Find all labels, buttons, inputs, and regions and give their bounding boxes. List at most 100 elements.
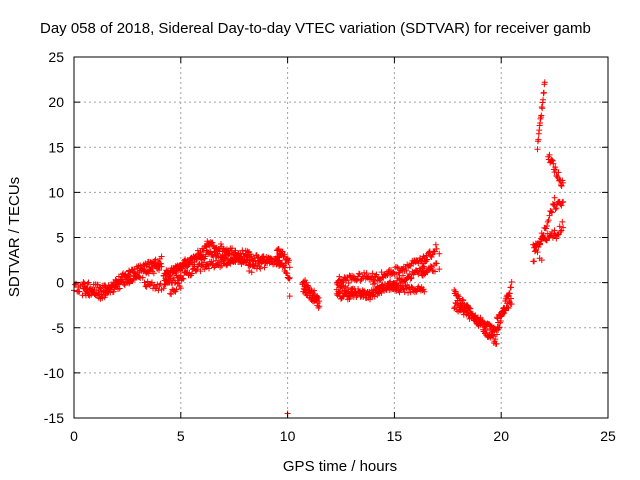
data-point <box>560 198 567 205</box>
data-point <box>508 284 515 291</box>
data-point <box>261 264 268 271</box>
data-point <box>131 266 138 273</box>
data-point <box>141 279 148 286</box>
y-tick-labels: -15 -10 -5 0 5 10 15 20 25 <box>44 49 64 426</box>
data-points <box>71 79 567 417</box>
data-point <box>560 224 567 231</box>
data-point <box>248 269 255 276</box>
chart-title: Day 058 of 2018, Sidereal Day-to-day VTE… <box>40 20 591 37</box>
data-point <box>80 279 87 286</box>
data-point <box>134 269 141 276</box>
data-point <box>400 286 407 293</box>
data-point <box>558 202 565 209</box>
axis-ticks <box>73 56 609 419</box>
data-point <box>363 294 370 301</box>
y-axis-label: SDTVAR / TECUs <box>6 177 23 297</box>
data-point <box>555 169 562 176</box>
data-point <box>531 258 538 265</box>
data-point <box>205 265 212 272</box>
data-point <box>116 285 123 292</box>
data-point <box>173 263 180 270</box>
data-point <box>228 248 235 255</box>
grid-lines <box>74 57 608 418</box>
data-point <box>145 270 152 277</box>
data-point <box>316 303 323 310</box>
data-point <box>555 231 562 238</box>
x-axis-label: GPS time / hours <box>283 458 397 475</box>
data-point <box>194 247 201 254</box>
data-point <box>351 289 358 296</box>
data-point <box>387 278 394 285</box>
data-point <box>110 288 117 295</box>
data-point <box>378 269 385 276</box>
data-point <box>158 253 165 260</box>
data-point <box>99 295 106 302</box>
data-point <box>424 256 431 263</box>
data-point <box>204 261 211 268</box>
data-point <box>477 314 484 321</box>
data-point <box>143 262 150 269</box>
data-point <box>282 264 289 271</box>
y-tick-label: -15 <box>44 410 64 426</box>
data-point <box>495 324 502 331</box>
data-point <box>436 250 443 257</box>
data-point <box>494 315 501 322</box>
data-point <box>551 194 558 201</box>
data-point <box>492 336 499 343</box>
data-point <box>475 319 482 326</box>
data-point <box>451 305 458 312</box>
data-point <box>286 257 293 264</box>
data-point <box>186 260 193 267</box>
data-point <box>536 240 543 247</box>
data-point <box>540 89 547 96</box>
data-point <box>176 262 183 269</box>
data-point <box>393 288 400 295</box>
data-point <box>257 265 264 272</box>
data-point <box>181 257 188 264</box>
data-point <box>84 280 91 287</box>
data-point <box>363 270 370 277</box>
data-point <box>553 205 560 212</box>
data-point <box>107 289 114 296</box>
data-point <box>157 260 164 267</box>
data-point <box>212 257 219 264</box>
data-point <box>173 286 180 293</box>
data-point <box>81 280 88 287</box>
data-point <box>84 288 91 295</box>
data-point <box>235 259 242 266</box>
data-point <box>188 270 195 277</box>
data-point <box>553 235 560 242</box>
data-point <box>87 286 94 293</box>
data-point <box>236 253 243 260</box>
data-point <box>558 182 565 189</box>
data-point <box>286 275 293 282</box>
data-point <box>552 164 559 171</box>
data-point <box>178 265 185 272</box>
data-point <box>76 288 83 295</box>
data-point <box>342 283 349 290</box>
data-point <box>120 281 127 288</box>
data-point <box>487 322 494 329</box>
data-point <box>217 241 224 248</box>
data-point <box>420 286 427 293</box>
data-point <box>534 249 541 256</box>
data-point <box>452 288 459 295</box>
data-point <box>370 278 377 285</box>
data-point <box>506 290 513 297</box>
data-point <box>227 260 234 267</box>
data-point <box>299 281 306 288</box>
data-point <box>393 263 400 270</box>
data-point <box>493 340 500 347</box>
data-point <box>505 305 512 312</box>
data-point <box>357 293 364 300</box>
data-point <box>498 313 505 320</box>
data-point <box>142 283 149 290</box>
data-point <box>241 259 248 266</box>
data-point <box>421 288 428 295</box>
data-point <box>538 112 545 119</box>
data-point <box>344 284 351 291</box>
data-point <box>165 275 172 282</box>
data-point <box>546 151 553 158</box>
data-point <box>399 272 406 279</box>
data-point <box>163 276 170 283</box>
